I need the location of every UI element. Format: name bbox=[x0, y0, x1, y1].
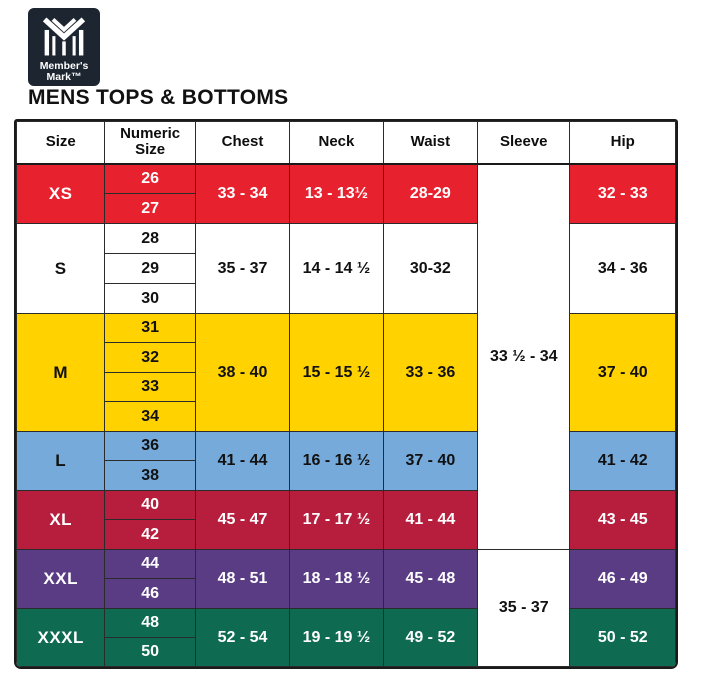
hip-cell: 46 - 49 bbox=[569, 549, 676, 609]
table-row: 34 bbox=[17, 401, 676, 432]
members-mark-m-icon bbox=[42, 17, 86, 56]
numeric-size-cell: 26 bbox=[104, 163, 196, 194]
waist-cell: 33 - 36 bbox=[382, 313, 479, 432]
table-row: M 31 38 - 40 15 - 15 ½ 33 - 36 37 - 40 bbox=[16, 313, 676, 432]
column-header-size: Size bbox=[16, 121, 106, 165]
table-row: XS 26 33 - 34 13 - 13½ 28-29 33 ½ - 34 3… bbox=[16, 163, 676, 550]
table-row: 30 bbox=[17, 283, 676, 314]
chest-cell: 38 - 40 bbox=[194, 313, 291, 432]
page-title: MENS TOPS & BOTTOMS bbox=[28, 86, 289, 109]
numeric-size-cell: 38 bbox=[104, 460, 196, 491]
numeric-size-cell: 44 bbox=[104, 549, 196, 579]
size-cell: L bbox=[16, 431, 106, 491]
table-row: 50 bbox=[17, 637, 676, 667]
neck-cell: 17 - 17 ½ bbox=[289, 490, 384, 550]
brand-name-line2: Mark™ bbox=[46, 71, 82, 84]
table-row: L 36 41 - 44 16 - 16 ½ 37 - 40 41 - 42 bbox=[16, 431, 676, 491]
chest-cell: 48 - 51 bbox=[194, 549, 291, 609]
neck-cell: 18 - 18 ½ bbox=[289, 549, 384, 609]
sleeve-cell: 35 - 37 bbox=[477, 549, 571, 667]
column-header-neck: Neck bbox=[289, 121, 384, 165]
header-row: Size Numeric Size Chest Neck Waist Sleev… bbox=[16, 121, 676, 165]
size-cell: XS bbox=[16, 163, 106, 224]
numeric-size-cell: 30 bbox=[104, 283, 196, 314]
sleeve-cell: 33 ½ - 34 bbox=[477, 163, 571, 550]
neck-cell: 15 - 15 ½ bbox=[289, 313, 384, 432]
size-cell: XL bbox=[16, 490, 106, 550]
table-row: 46 bbox=[17, 578, 676, 609]
table-row: XXL 44 48 - 51 18 - 18 ½ 45 - 48 35 - 37… bbox=[16, 549, 676, 667]
members-mark-logo: Member's Mark™ bbox=[28, 8, 100, 86]
numeric-size-cell: 50 bbox=[104, 637, 196, 667]
hip-cell: 37 - 40 bbox=[569, 313, 676, 432]
hip-cell: 50 - 52 bbox=[569, 608, 676, 667]
table-row: XXXL 48 52 - 54 19 - 19 ½ 49 - 52 50 - 5… bbox=[16, 608, 676, 667]
table-row: 33 bbox=[17, 372, 676, 402]
hip-cell: 41 - 42 bbox=[569, 431, 676, 491]
table-row: 27 bbox=[17, 193, 676, 224]
column-header-hip: Hip bbox=[569, 121, 676, 165]
waist-cell: 41 - 44 bbox=[382, 490, 479, 550]
numeric-size-cell: 46 bbox=[104, 578, 196, 609]
numeric-size-cell: 27 bbox=[104, 193, 196, 224]
hip-cell: 43 - 45 bbox=[569, 490, 676, 550]
waist-cell: 45 - 48 bbox=[382, 549, 479, 609]
numeric-size-cell: 48 bbox=[104, 608, 196, 638]
table-row: 29 bbox=[17, 253, 676, 284]
size-cell: XXXL bbox=[16, 608, 106, 667]
numeric-size-cell: 32 bbox=[104, 342, 196, 373]
chest-cell: 52 - 54 bbox=[194, 608, 291, 667]
numeric-size-cell: 36 bbox=[104, 431, 196, 461]
size-chart-table: Size Numeric Size Chest Neck Waist Sleev… bbox=[16, 121, 676, 667]
neck-cell: 14 - 14 ½ bbox=[289, 223, 384, 314]
hip-cell: 32 - 33 bbox=[569, 163, 676, 224]
neck-cell: 13 - 13½ bbox=[289, 163, 384, 224]
members-mark-wordmark: Member's Mark™ bbox=[39, 60, 89, 84]
numeric-size-cell: 31 bbox=[104, 313, 196, 343]
numeric-size-cell: 29 bbox=[104, 253, 196, 284]
waist-cell: 37 - 40 bbox=[382, 431, 479, 491]
column-header-chest: Chest bbox=[194, 121, 291, 165]
table-row: 38 bbox=[17, 460, 676, 491]
hip-cell: 34 - 36 bbox=[569, 223, 676, 314]
size-chart-table-container: Size Numeric Size Chest Neck Waist Sleev… bbox=[14, 119, 678, 669]
neck-cell: 19 - 19 ½ bbox=[289, 608, 384, 667]
table-row: 42 bbox=[17, 519, 676, 550]
waist-cell: 30-32 bbox=[382, 223, 479, 314]
size-cell: S bbox=[16, 223, 106, 314]
chest-cell: 35 - 37 bbox=[194, 223, 291, 314]
neck-cell: 16 - 16 ½ bbox=[289, 431, 384, 491]
numeric-size-cell: 34 bbox=[104, 401, 196, 432]
waist-cell: 28-29 bbox=[382, 163, 479, 224]
numeric-size-cell: 28 bbox=[104, 223, 196, 254]
numeric-size-cell: 33 bbox=[104, 372, 196, 402]
brand-name-line1: Member's bbox=[39, 60, 89, 72]
column-header-sleeve: Sleeve bbox=[477, 121, 571, 165]
table-row: S 28 35 - 37 14 - 14 ½ 30-32 34 - 36 bbox=[16, 223, 676, 314]
waist-cell: 49 - 52 bbox=[382, 608, 479, 667]
numeric-size-cell: 40 bbox=[104, 490, 196, 520]
column-header-waist: Waist bbox=[382, 121, 479, 165]
numeric-size-cell: 42 bbox=[104, 519, 196, 550]
size-cell: XXL bbox=[16, 549, 106, 609]
column-header-numeric-size: Numeric Size bbox=[104, 121, 196, 165]
table-row: 32 bbox=[17, 342, 676, 373]
chest-cell: 45 - 47 bbox=[194, 490, 291, 550]
chest-cell: 41 - 44 bbox=[194, 431, 291, 491]
size-cell: M bbox=[16, 313, 106, 432]
chest-cell: 33 - 34 bbox=[194, 163, 291, 224]
table-row: XL 40 45 - 47 17 - 17 ½ 41 - 44 43 - 45 bbox=[16, 490, 676, 550]
